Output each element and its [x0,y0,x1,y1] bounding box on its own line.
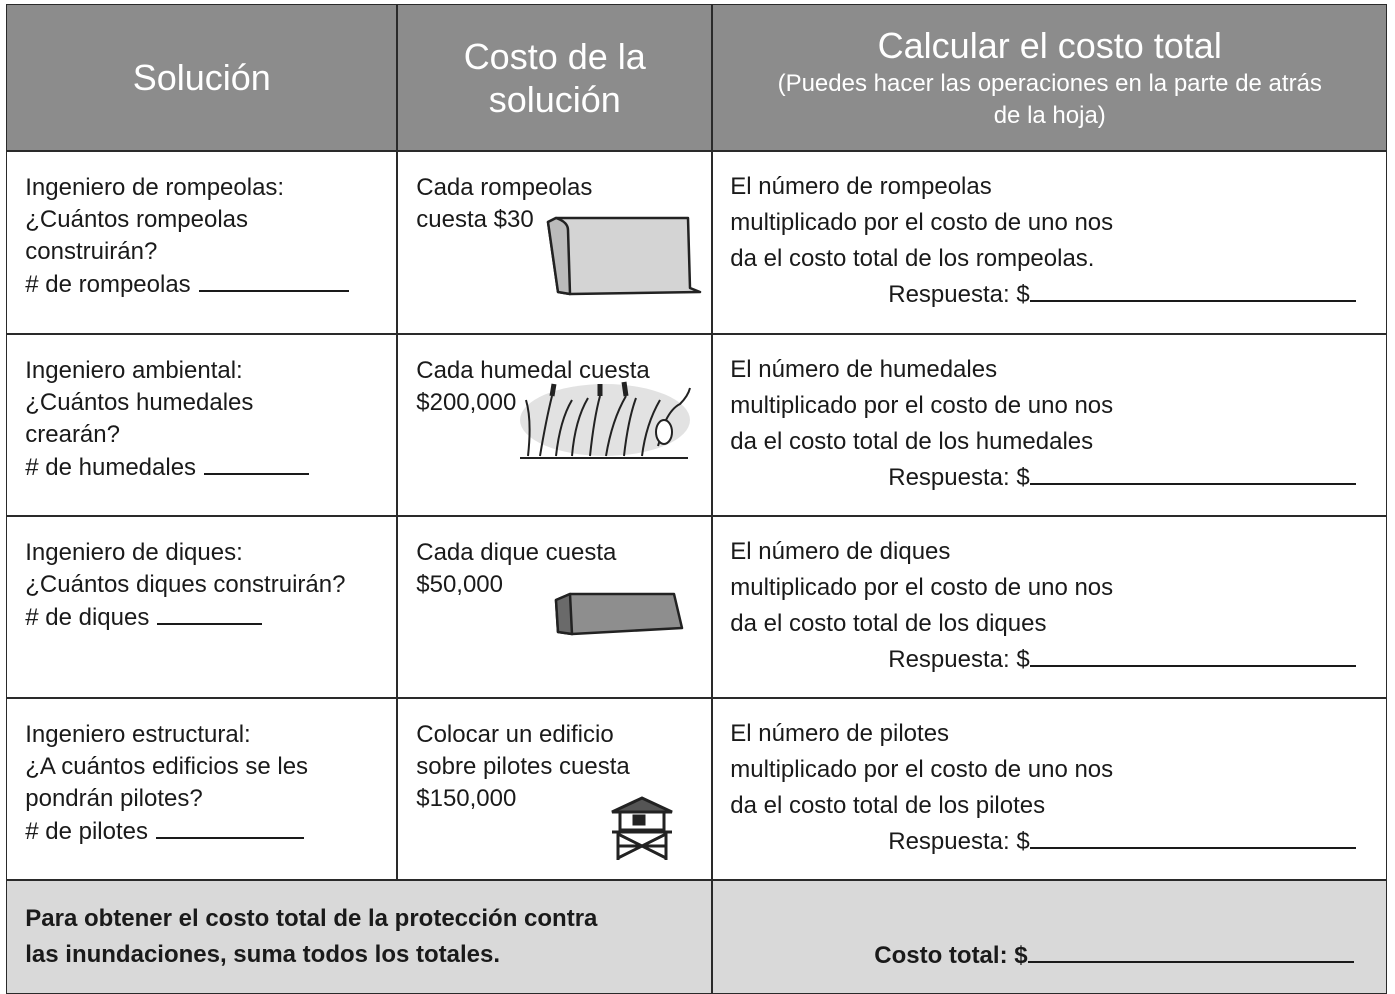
answer-blank [198,268,349,293]
calc-line: da el costo total de los pilotes [730,792,1046,820]
solution-text: ¿Cuántos rompeolas [25,206,249,234]
solution-line: Ingeniero estructural: [25,719,396,751]
cost-cell: Cada dique cuesta $50,000 [397,516,713,699]
solution-line: Ingeniero de diques: [25,537,396,569]
answer-blank [1029,461,1356,486]
solution-cell: Ingeniero de rompeolas: ¿Cuántos rompeola… [6,151,398,335]
solution-text: Ingeniero de rompeolas: [25,174,285,202]
answer-label: Respuesta: $ [888,281,1030,309]
footer-line: las inundaciones, suma todos los totales… [25,941,501,969]
solution-text: Ingeniero ambiental: [25,357,243,385]
answer-blank [1029,825,1356,850]
solution-text: # de pilotes [25,818,149,846]
footer-cell: Para obtener el costo total de la protec… [6,880,713,994]
answer-row: Respuesta: $ [888,824,1356,860]
total-label: Costo total: $ [874,942,1028,970]
cost-line: Colocar un edificio [416,721,614,749]
answer-blank [204,451,310,476]
solution-line: Ingeniero de rompeolas: [25,172,396,204]
footer-line: Para obtener el costo total de la protec… [25,905,598,933]
header-note: de la hoja) [993,101,1106,129]
calc-line: multiplicado por el costo de uno nos [730,209,1114,237]
solution-text: ¿A cuántos edificios se les [25,753,309,781]
solution-line: ¿A cuántos edificios se les [25,751,396,783]
header-text: Solución [132,56,271,98]
calc-line: multiplicado por el costo de uno nos [730,756,1114,784]
answer-label: Respuesta: $ [888,828,1030,856]
total-blank [1027,939,1354,964]
solution-text: pondrán pilotes? [25,785,203,813]
cost-line: $50,000 [416,571,504,599]
cost-line: Cada humedal cuesta [416,357,650,385]
calc-line: da el costo total de los humedales [730,428,1094,456]
solution-text: crearán? [25,421,120,449]
answer-row: Respuesta: $ [888,642,1356,678]
solution-cell: Ingeniero de diques: ¿Cuántos diques cons… [6,516,398,699]
answer-blank [156,815,305,840]
solution-line: # de pilotes [25,815,396,848]
cost-line: sobre pilotes cuesta [416,753,630,781]
solution-cell: Ingeniero estructural: ¿A cuántos edifici… [6,698,398,881]
solution-line: crearán? [25,419,396,451]
solution-text: Ingeniero de diques: [25,539,243,567]
answer-label: Respuesta: $ [888,464,1030,492]
solution-line: # de rompeolas [25,268,396,301]
calc-line: da el costo total de los rompeolas. [730,245,1095,273]
header-text: Costo de la [463,35,646,77]
calc-cell: El número de pilotes multiplicado por el … [712,698,1388,881]
calc-cell: El número de humedales multiplicado por e… [712,334,1388,517]
calc-line: multiplicado por el costo de uno nos [730,392,1114,420]
solution-text: ¿Cuántos humedales [25,389,254,417]
cost-line: cuesta $30 [416,206,534,234]
calc-line: da el costo total de los diques [730,610,1047,638]
solution-line: pondrán pilotes? [25,783,396,815]
solution-text: # de diques [25,604,150,632]
solution-line: Ingeniero ambiental: [25,355,396,387]
calc-cell: El número de diques multiplicado por el c… [712,516,1388,699]
cost-line: $150,000 [416,785,517,813]
solution-line: ¿Cuántos humedales [25,387,396,419]
solution-line: construirán? [25,236,396,268]
solution-line: ¿Cuántos diques construirán? [25,569,396,601]
answer-row: Respuesta: $ [888,460,1356,496]
answer-blank [1029,278,1356,303]
solution-line: # de humedales [25,451,396,484]
cost-line: Cada rompeolas [416,174,593,202]
footer-total-cell: Costo total: $ [712,880,1388,994]
cost-cell: Cada rompeolas cuesta $30 [397,151,713,335]
header-cell: Solución [6,4,398,152]
answer-blank [157,601,263,626]
cost-line: $200,000 [416,389,517,417]
cost-line: Cada dique cuesta [416,539,617,567]
solution-text: Ingeniero estructural: [25,721,251,749]
calc-line: multiplicado por el costo de uno nos [730,574,1114,602]
solution-line: ¿Cuántos rompeolas [25,204,396,236]
solution-text: # de rompeolas [25,271,191,299]
solution-text: construirán? [25,238,158,266]
header-cell: Calcular el costo total (Puedes hacer las… [712,4,1388,152]
header-note: (Puedes hacer las operaciones en la part… [777,69,1322,97]
solution-text: ¿Cuántos diques construirán? [25,571,346,599]
cost-cell: Colocar un edificio sobre pilotes cuesta $… [397,698,713,881]
calc-line: El número de pilotes [730,720,950,748]
cost-cell: Cada humedal cuesta $200,000 [397,334,713,517]
calc-line: El número de rompeolas [730,173,992,201]
calc-line: El número de humedales [730,356,998,384]
answer-label: Respuesta: $ [888,646,1030,674]
calc-line: El número de diques [730,538,951,566]
calc-cell: El número de rompeolas multiplicado por e… [712,151,1388,335]
total-row: Costo total: $ [874,939,1354,970]
answer-blank [1029,643,1356,668]
answer-row: Respuesta: $ [888,277,1356,313]
solution-line: # de diques [25,601,396,634]
solution-cell: Ingeniero ambiental: ¿Cuántos humedales cr… [6,334,398,517]
header-cell: Costo de la solución [397,4,713,152]
header-title: Calcular el costo total [877,24,1222,66]
header-text: solución [488,78,621,120]
solution-text: # de humedales [25,454,197,482]
